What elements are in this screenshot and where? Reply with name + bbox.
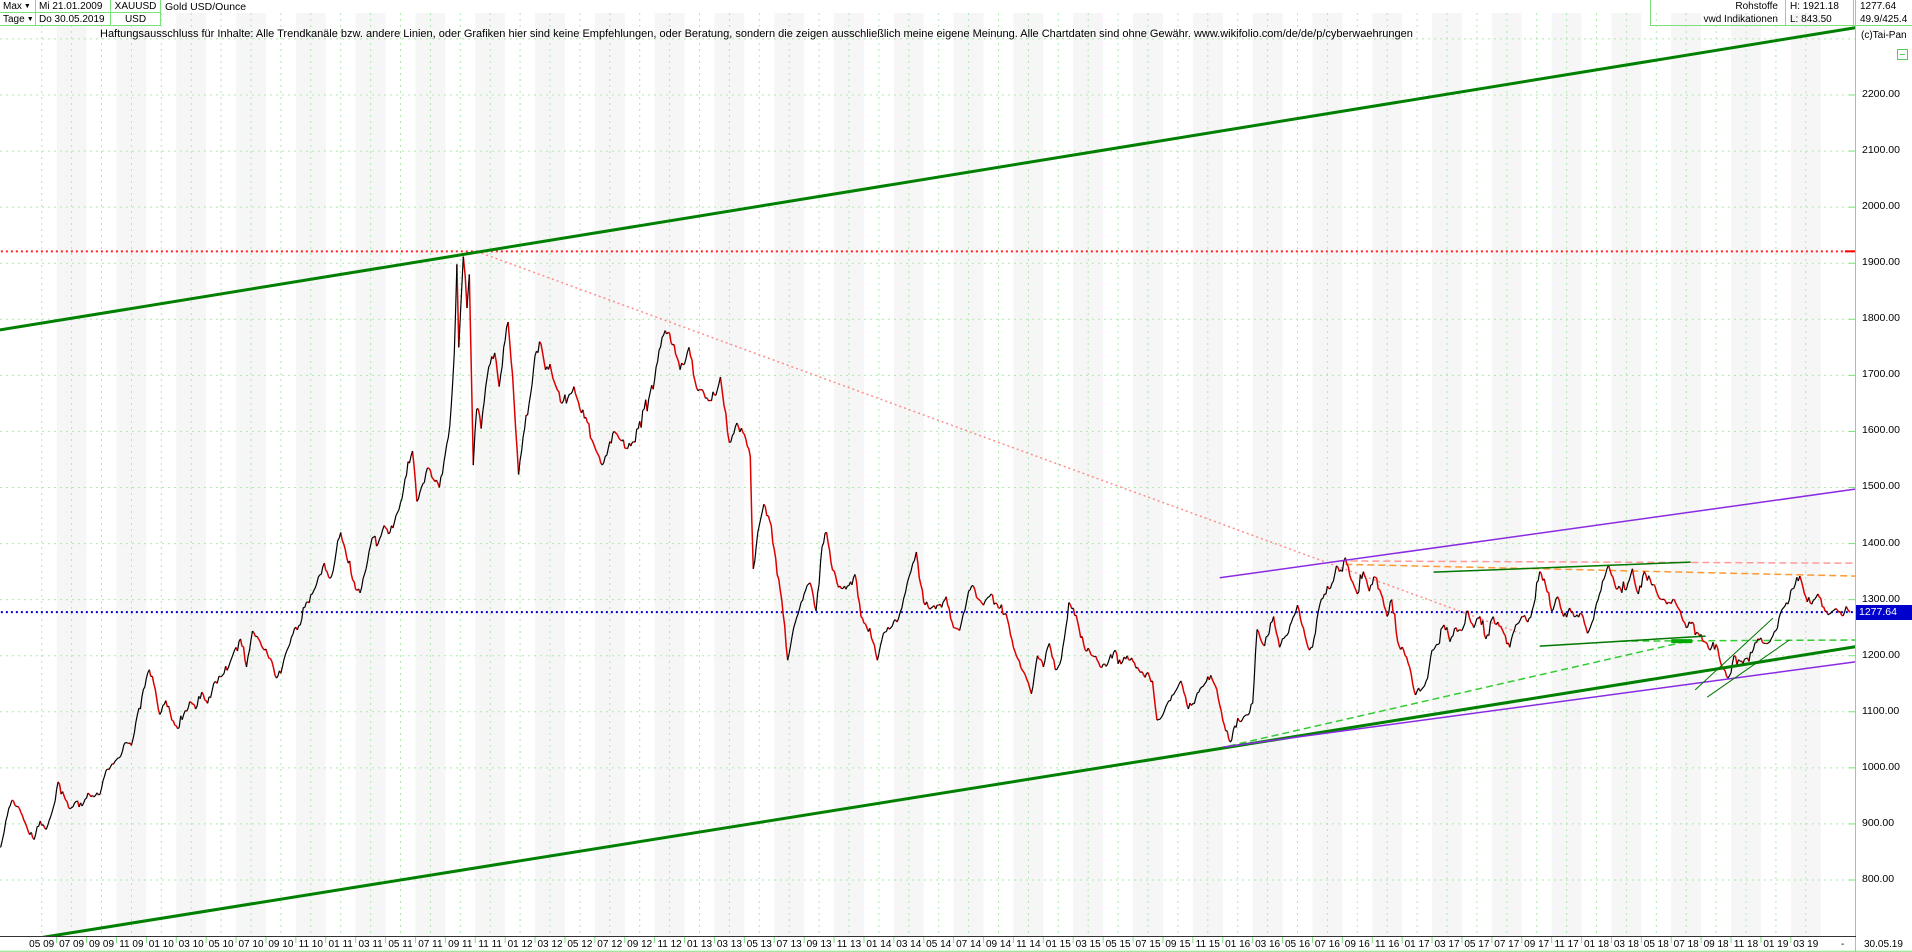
timeframe-dropdown-label: Tage bbox=[3, 14, 25, 25]
resistance-orange bbox=[1345, 563, 1856, 577]
low-value-cell: L: 843.50 bbox=[1785, 13, 1853, 26]
timeframe-dropdown[interactable]: Tage ▼ bbox=[0, 13, 36, 26]
lower-trend-channel bbox=[41, 645, 1856, 936]
violet-trend-upper bbox=[1219, 488, 1856, 579]
current-price-badge: 1277.64 bbox=[1856, 605, 1912, 620]
symbol-cell: XAUUSD bbox=[111, 0, 161, 13]
collapse-icon[interactable] bbox=[1897, 49, 1908, 60]
instrument-title: Gold USD/Ounce bbox=[165, 1, 247, 13]
wedge-line-a bbox=[1694, 617, 1774, 691]
copyright-label: (c)Tai-Pan bbox=[1861, 30, 1907, 41]
green-dashed-support bbox=[1228, 640, 1688, 747]
currency-cell: USD bbox=[111, 13, 161, 26]
last-price-cell: 1277.64 bbox=[1853, 0, 1912, 13]
resistance-1368 bbox=[1339, 560, 1856, 564]
source-cell: vwd Indikationen bbox=[1650, 13, 1785, 26]
green-dashed-1227 bbox=[1620, 639, 1856, 642]
dropdown-arrow-icon: ▼ bbox=[23, 3, 31, 10]
downtrend-from-ath bbox=[476, 250, 1521, 634]
date-from-field[interactable]: Mi 21.01.2009 bbox=[36, 0, 111, 13]
wedge-line-b bbox=[1706, 639, 1790, 698]
violet-trend-lower bbox=[1222, 661, 1856, 748]
upper-trend-channel bbox=[0, 26, 1856, 332]
green-resistance-1350 bbox=[1433, 561, 1691, 573]
category-cell: Rohstoffe bbox=[1650, 0, 1785, 13]
range-dropdown[interactable]: Max ▼ bbox=[0, 0, 36, 13]
high-value-cell: H: 1921.18 bbox=[1785, 0, 1853, 13]
price-line-down-segments bbox=[11, 256, 1851, 841]
change-value-cell: 49.9/425.4 bbox=[1853, 13, 1912, 26]
date-to-field[interactable]: Do 30.05.2019 bbox=[36, 13, 111, 26]
range-dropdown-label: Max bbox=[3, 1, 22, 12]
green-support-1220 bbox=[1539, 635, 1706, 647]
price-line-up-segments bbox=[0, 256, 1847, 848]
disclaimer-text: Haftungsausschluss für Inhalte: Alle Tre… bbox=[100, 28, 1413, 40]
dropdown-arrow-icon: ▼ bbox=[26, 16, 34, 23]
